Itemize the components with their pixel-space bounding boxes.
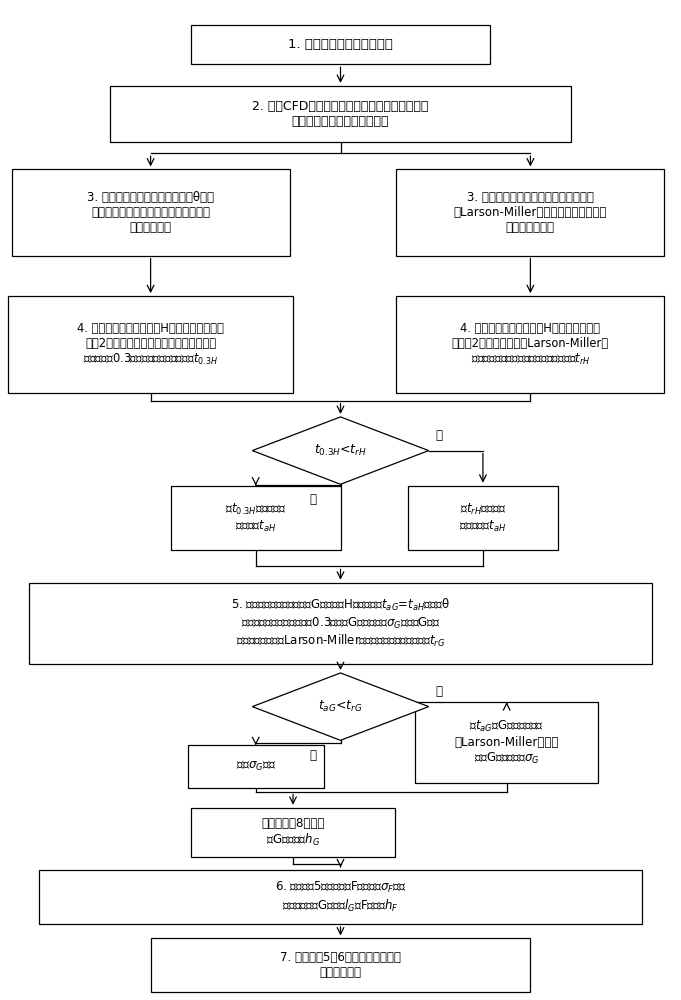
FancyBboxPatch shape: [8, 296, 293, 393]
Text: 3. 拉伸蛇变实验获得蛇变曲线，θ映射
本构拟合确定蛇变参数，预测不同条件
下的蛇变变形: 3. 拉伸蛇变实验获得蛇变曲线，θ映射 本构拟合确定蛇变参数，预测不同条件 下的…: [87, 191, 214, 234]
FancyBboxPatch shape: [39, 870, 642, 924]
FancyBboxPatch shape: [12, 169, 289, 256]
Text: 根据公式（8）算出
第G段的厚度$h_G$: 根据公式（8）算出 第G段的厚度$h_G$: [262, 817, 325, 848]
FancyBboxPatch shape: [29, 583, 652, 664]
Text: 否: 否: [435, 429, 443, 442]
FancyBboxPatch shape: [191, 25, 490, 64]
Text: 6. 根据步骤5同理可计算F段上应力$\sigma_F$，综
合分析，确定G段长度$l_G$和F段厚度$h_F$: 6. 根据步骤5同理可计算F段上应力$\sigma_F$，综 合分析，确定G段长…: [274, 880, 407, 914]
FancyBboxPatch shape: [151, 938, 530, 992]
Text: 将$t_{aG}$和G段上的温度代
入Larson-Miller公式求
得第G段上的应力$\sigma_G$: 将$t_{aG}$和G段上的温度代 入Larson-Miller公式求 得第G段…: [454, 719, 559, 766]
Text: $t_{aG}$<$t_{rG}$: $t_{aG}$<$t_{rG}$: [318, 699, 363, 714]
Text: $t_{0.3H}$<$t_{rH}$: $t_{0.3H}$<$t_{rH}$: [314, 443, 367, 458]
Text: 否: 否: [435, 685, 443, 698]
Polygon shape: [253, 417, 428, 484]
Polygon shape: [253, 673, 428, 740]
FancyBboxPatch shape: [396, 169, 665, 256]
Text: 1. 计算马弗管内壁热流密度: 1. 计算马弗管内壁热流密度: [288, 38, 393, 51]
FancyBboxPatch shape: [110, 86, 571, 142]
FancyBboxPatch shape: [171, 486, 340, 550]
Text: 4. 计算马弗管中间某段（H段）的应力，根据
步骤2所得温度，代入本构方程计算蛇变应
变，应变为0.3时取为蛇变变形寿命极限$t_{0.3H}$: 4. 计算马弗管中间某段（H段）的应力，根据 步骤2所得温度，代入本构方程计算蛇…: [77, 322, 224, 367]
Text: 7. 根据步骤5和6，逐一确定上端每
段厚度和长度: 7. 根据步骤5和6，逐一确定上端每 段厚度和长度: [280, 951, 401, 979]
Text: 取$t_{0.3H}$为该段马弗
管的寿命$t_{aH}$: 取$t_{0.3H}$为该段马弗 管的寿命$t_{aH}$: [225, 502, 287, 534]
FancyBboxPatch shape: [191, 808, 395, 857]
Text: 是: 是: [310, 749, 317, 762]
FancyBboxPatch shape: [415, 702, 598, 783]
Text: 5. 已知马弗管上温度，保证G段寿命与H段寿命相等$t_{aG}$=$t_{aH}$，代入θ
映射本构模型使蛇变应变为0.3，求第G段上的应力$\sigma_G: 5. 已知马弗管上温度，保证G段寿命与H段寿命相等$t_{aG}$=$t_{aH…: [231, 597, 450, 649]
Text: 所求$\sigma_G$合理: 所求$\sigma_G$合理: [236, 760, 276, 773]
Text: 2. 借助CFD软件，建立马弗炉加热段三维特征模
型，模拟计算马弗管上的温度: 2. 借助CFD软件，建立马弗炉加热段三维特征模 型，模拟计算马弗管上的温度: [253, 100, 428, 128]
FancyBboxPatch shape: [409, 486, 558, 550]
FancyBboxPatch shape: [396, 296, 665, 393]
Text: 取$t_{rH}$为该段马
弗管的寿命$t_{aH}$: 取$t_{rH}$为该段马 弗管的寿命$t_{aH}$: [459, 502, 507, 534]
Text: 是: 是: [310, 493, 317, 506]
FancyBboxPatch shape: [188, 745, 323, 788]
Text: 3. 持久蛇变实验获得持久断裂曲线，求
得Larson-Miller参数，预测不同条件下
的蛇变断裂时间: 3. 持久蛇变实验获得持久断裂曲线，求 得Larson-Miller参数，预测不…: [454, 191, 607, 234]
Text: 4. 计算马弗管中间某段（H段）的应力，根
据步骤2所得温度，代入Larson-Miller公
式，取持久断裂时间为蛇变持久寿命极限$t_{rH}$: 4. 计算马弗管中间某段（H段）的应力，根 据步骤2所得温度，代入Larson-…: [452, 322, 609, 367]
